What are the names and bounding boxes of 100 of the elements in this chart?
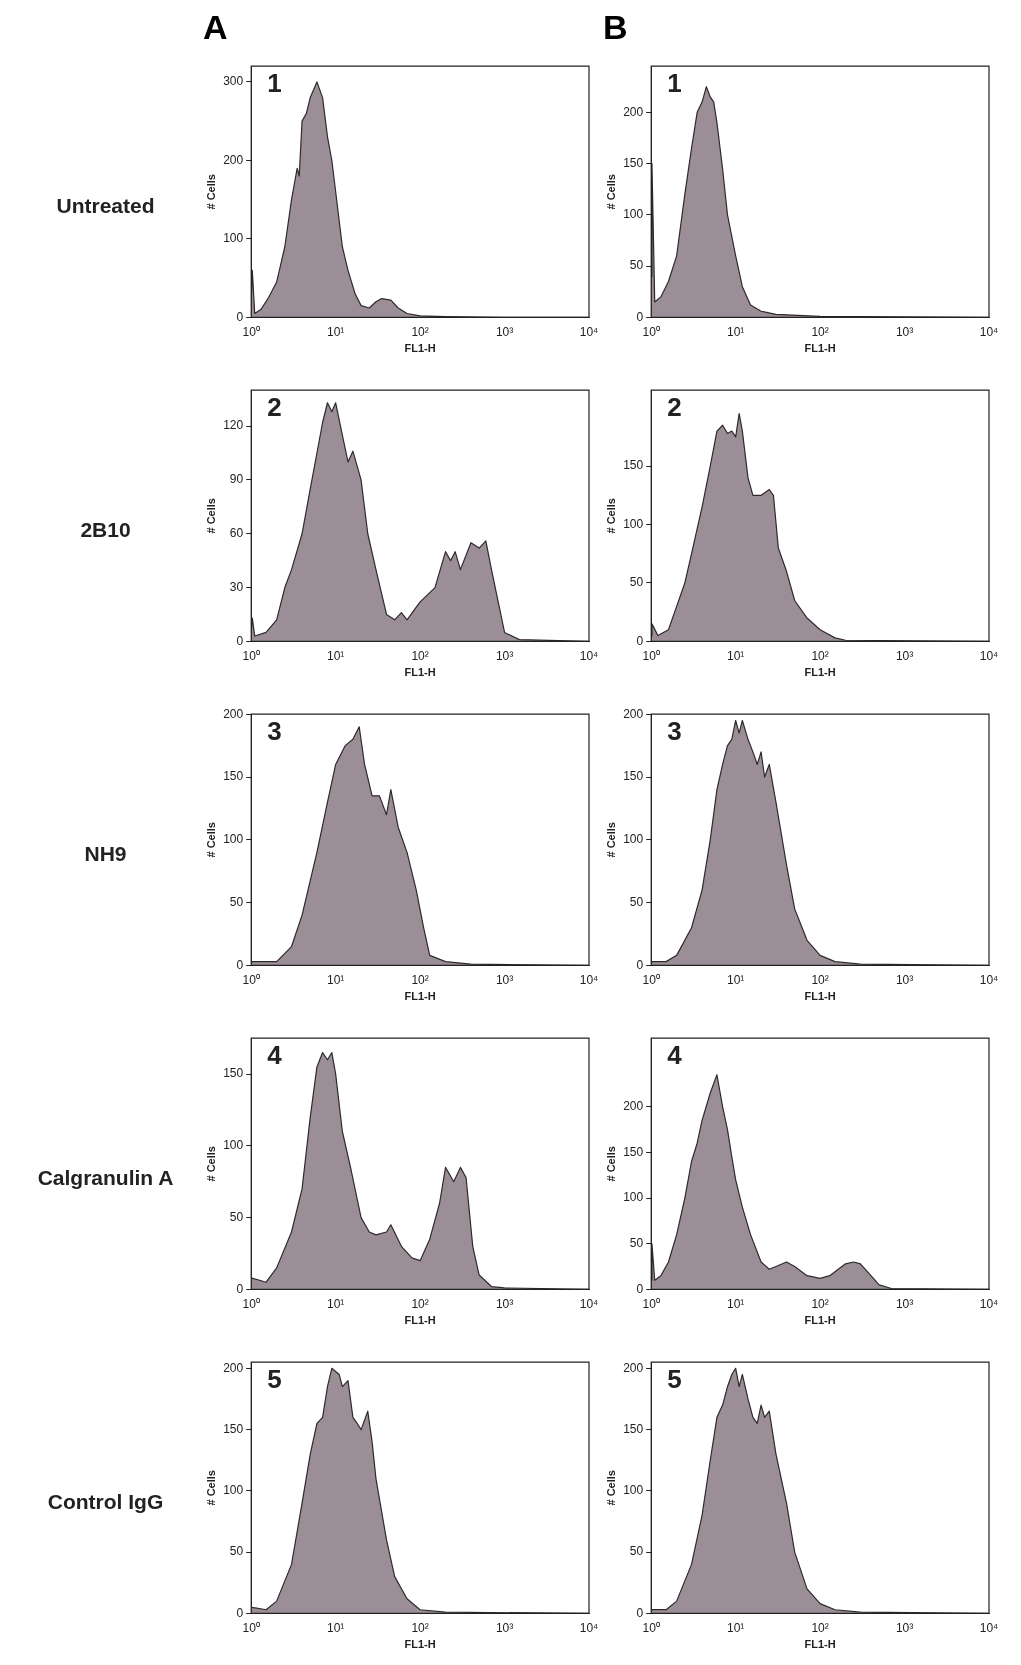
x-tick-label: 10⁰ [242, 972, 260, 987]
x-tick-label: 10² [811, 1296, 829, 1311]
x-axis-title: FL1-H [804, 342, 836, 355]
x-axis-title: FL1-H [404, 666, 436, 679]
y-tick-label: 300 [223, 74, 244, 89]
y-tick-label: 200 [623, 706, 644, 721]
x-tick-label: 10³ [495, 1620, 514, 1635]
x-tick-label: 10³ [895, 972, 914, 987]
x-tick-label: 10³ [895, 324, 914, 339]
x-tick-label: 10³ [495, 972, 514, 987]
y-tick-label: 150 [623, 769, 644, 784]
x-tick-label: 10⁴ [579, 324, 599, 339]
x-tick-label: 10¹ [726, 1620, 745, 1635]
y-tick-label: 150 [623, 1421, 644, 1436]
x-tick-label: 10⁰ [242, 1620, 260, 1635]
x-tick-label: 10³ [895, 1296, 914, 1311]
chart-title: 5 [267, 1364, 282, 1395]
x-tick-label: 10⁰ [642, 648, 660, 663]
y-tick-label: 60 [229, 526, 244, 541]
x-tick-label: 10² [811, 1620, 829, 1635]
x-axis-title: FL1-H [804, 666, 836, 679]
x-tick-label: 10² [811, 648, 829, 663]
x-tick-label: 10³ [895, 1620, 914, 1635]
x-tick-label: 10¹ [326, 1620, 345, 1635]
y-tick-label: 50 [229, 894, 244, 909]
x-tick-label: 10² [411, 648, 429, 663]
y-axis-title: # Cells [604, 822, 617, 858]
y-tick-label: 50 [629, 258, 644, 273]
y-tick-label: 150 [223, 769, 244, 784]
x-tick-label: 10⁴ [979, 648, 999, 663]
x-tick-label: 10¹ [726, 324, 745, 339]
y-axis-title: # Cells [204, 1470, 217, 1506]
y-tick-label: 0 [236, 1605, 244, 1620]
x-tick-label: 10¹ [326, 324, 345, 339]
y-tick-label: 50 [629, 894, 644, 909]
x-tick-label: 10⁴ [979, 972, 999, 987]
y-tick-label: 50 [229, 1209, 244, 1224]
x-axis-title: FL1-H [404, 1314, 436, 1327]
y-tick-label: 200 [223, 1360, 244, 1375]
chart-title: 5 [667, 1364, 682, 1395]
chart-title: 3 [667, 716, 682, 747]
x-tick-label: 10² [811, 972, 829, 987]
x-tick-label: 10⁴ [579, 972, 599, 987]
x-tick-label: 10⁴ [579, 1620, 599, 1635]
y-axis-title: # Cells [604, 174, 617, 210]
x-tick-label: 10⁰ [642, 972, 660, 987]
y-tick-label: 200 [623, 1360, 644, 1375]
y-tick-label: 100 [623, 1483, 644, 1498]
x-axis-title: FL1-H [404, 342, 436, 355]
y-tick-label: 0 [636, 633, 644, 648]
y-tick-label: 200 [623, 1099, 644, 1114]
x-tick-label: 10¹ [726, 648, 745, 663]
y-axis-title: # Cells [204, 498, 217, 534]
x-tick-label: 10² [411, 324, 429, 339]
x-tick-label: 10¹ [726, 972, 745, 987]
y-tick-label: 200 [223, 152, 244, 167]
chart-title: 4 [267, 1040, 283, 1071]
chart-title: 4 [667, 1040, 683, 1071]
text: 2B10 [79, 518, 132, 542]
x-tick-label: 10⁰ [242, 1296, 260, 1311]
text: A [203, 8, 228, 46]
x-tick-label: 10¹ [326, 1296, 345, 1311]
chart-title: 1 [267, 68, 282, 99]
y-tick-label: 50 [629, 575, 644, 590]
x-axis-title: FL1-H [804, 990, 836, 1003]
x-tick-label: 10⁴ [979, 1620, 999, 1635]
y-axis-title: # Cells [204, 174, 217, 210]
y-tick-label: 100 [223, 231, 244, 246]
y-tick-label: 0 [236, 1281, 244, 1296]
y-tick-label: 50 [629, 1544, 644, 1559]
y-axis-title: # Cells [604, 1146, 617, 1182]
x-tick-label: 10⁰ [242, 324, 260, 339]
text: Untreated [55, 194, 156, 218]
x-axis-title: FL1-H [404, 1638, 436, 1651]
x-tick-label: 10⁰ [642, 1296, 660, 1311]
x-tick-label: 10⁰ [642, 324, 660, 339]
x-axis-title: FL1-H [804, 1314, 836, 1327]
y-tick-label: 100 [223, 832, 244, 847]
y-tick-label: 100 [223, 1483, 244, 1498]
y-axis-title: # Cells [604, 1470, 617, 1506]
x-tick-label: 10⁴ [979, 324, 999, 339]
y-tick-label: 150 [223, 1421, 244, 1436]
y-tick-label: 0 [636, 309, 644, 324]
chart-title: 2 [267, 392, 282, 423]
y-tick-label: 150 [623, 458, 644, 473]
x-tick-label: 10⁰ [642, 1620, 660, 1635]
y-tick-label: 90 [229, 472, 244, 487]
y-tick-label: 50 [229, 1544, 244, 1559]
y-tick-label: 200 [623, 104, 644, 119]
y-tick-label: 100 [623, 207, 644, 222]
y-tick-label: 150 [623, 1144, 644, 1159]
x-tick-label: 10⁰ [242, 648, 260, 663]
x-tick-label: 10² [411, 1296, 429, 1311]
chart-title: 2 [667, 392, 682, 423]
y-axis-title: # Cells [204, 822, 217, 858]
x-tick-label: 10¹ [326, 648, 345, 663]
y-tick-label: 100 [623, 1190, 644, 1205]
x-axis-title: FL1-H [804, 1638, 836, 1651]
y-tick-label: 100 [223, 1138, 244, 1153]
y-tick-label: 50 [629, 1236, 644, 1251]
